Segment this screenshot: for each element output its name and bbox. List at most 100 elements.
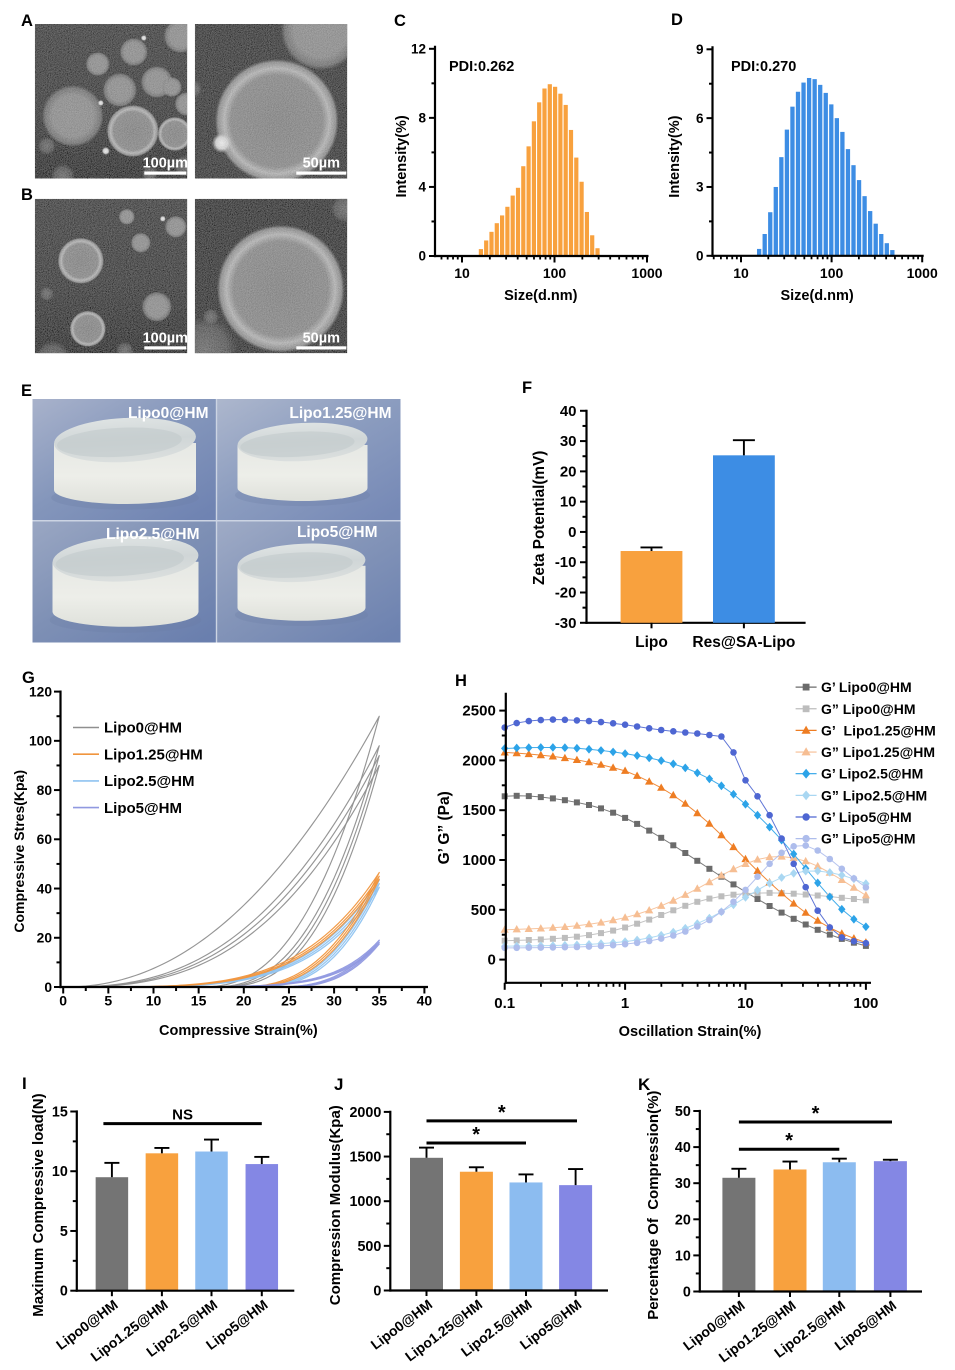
svg-text:*: * (472, 1124, 480, 1146)
svg-text:8: 8 (418, 111, 426, 126)
svg-text:50µm: 50µm (303, 156, 340, 172)
svg-text:G” Lipo0@HM: G” Lipo0@HM (821, 701, 916, 717)
svg-text:G’ Lipo1.25@HM: G’ Lipo1.25@HM (821, 722, 936, 738)
svg-text:10: 10 (737, 995, 754, 1012)
svg-text:Lipo2.5@HM: Lipo2.5@HM (106, 526, 199, 543)
svg-text:0: 0 (487, 952, 495, 969)
svg-text:PDI:0.270: PDI:0.270 (731, 59, 796, 75)
svg-text:40: 40 (560, 403, 577, 420)
svg-text:0: 0 (568, 524, 576, 541)
svg-text:20: 20 (236, 993, 252, 1009)
svg-text:C: C (394, 12, 406, 30)
svg-text:G’ Lipo0@HM: G’ Lipo0@HM (821, 679, 912, 695)
svg-text:15: 15 (191, 993, 207, 1009)
svg-text:G’ G” (Pa): G’ G” (Pa) (436, 791, 453, 864)
svg-text:3: 3 (696, 180, 704, 195)
svg-text:Intensity(%): Intensity(%) (667, 115, 683, 197)
svg-text:Size(d.nm): Size(d.nm) (780, 288, 853, 304)
svg-text:30: 30 (675, 1176, 691, 1192)
svg-text:50: 50 (675, 1104, 691, 1120)
svg-text:1000: 1000 (462, 852, 495, 869)
svg-text:Lipo5@HM: Lipo5@HM (104, 800, 182, 817)
svg-text:Lipo1.25@HM: Lipo1.25@HM (289, 405, 391, 422)
svg-text:1000: 1000 (631, 265, 662, 281)
svg-text:Lipo5@HM: Lipo5@HM (297, 524, 378, 541)
svg-text:5: 5 (104, 993, 112, 1009)
svg-text:0: 0 (696, 249, 704, 264)
svg-text:G” Lipo1.25@HM: G” Lipo1.25@HM (821, 744, 935, 760)
svg-text:K: K (638, 1075, 651, 1094)
svg-text:Lipo0@HM: Lipo0@HM (104, 720, 182, 737)
svg-text:60: 60 (37, 832, 53, 847)
svg-text:2000: 2000 (349, 1105, 381, 1121)
svg-text:10: 10 (454, 265, 470, 281)
svg-text:F: F (522, 379, 532, 397)
svg-text:0.1: 0.1 (494, 995, 515, 1012)
svg-text:1000: 1000 (349, 1194, 381, 1210)
svg-text:Lipo: Lipo (635, 634, 668, 651)
svg-text:Maximum Compressive load(N): Maximum Compressive load(N) (30, 1093, 47, 1316)
svg-text:80: 80 (37, 783, 53, 798)
svg-text:G’ Lipo5@HM: G’ Lipo5@HM (821, 809, 912, 825)
svg-text:-30: -30 (555, 615, 577, 632)
svg-text:35: 35 (371, 993, 387, 1009)
svg-text:J: J (334, 1075, 343, 1094)
svg-text:0: 0 (373, 1284, 381, 1300)
svg-text:1500: 1500 (349, 1150, 381, 1166)
svg-text:Lipo0@HM: Lipo0@HM (128, 405, 209, 422)
svg-text:50µm: 50µm (303, 330, 340, 346)
svg-text:100µm: 100µm (143, 156, 188, 172)
svg-text:100: 100 (820, 265, 844, 281)
svg-text:E: E (21, 382, 32, 400)
svg-text:40: 40 (417, 993, 433, 1009)
svg-text:Compressive Strain(%): Compressive Strain(%) (159, 1023, 318, 1039)
svg-text:2000: 2000 (462, 752, 495, 769)
svg-text:-10: -10 (555, 554, 577, 571)
svg-text:1: 1 (621, 995, 629, 1012)
svg-text:40: 40 (675, 1140, 691, 1156)
svg-text:4: 4 (418, 180, 426, 195)
svg-text:*: * (498, 1102, 506, 1124)
svg-text:*: * (785, 1130, 793, 1152)
svg-text:10: 10 (675, 1248, 691, 1264)
svg-text:NS: NS (172, 1107, 193, 1124)
svg-text:100: 100 (543, 265, 567, 281)
svg-text:Lipo1.25@HM: Lipo1.25@HM (104, 746, 203, 763)
svg-text:G’ Lipo2.5@HM: G’ Lipo2.5@HM (821, 766, 923, 782)
svg-text:30: 30 (560, 433, 577, 450)
svg-text:Compressive Stres(Kpa): Compressive Stres(Kpa) (11, 770, 27, 933)
svg-text:D: D (671, 11, 683, 29)
svg-text:10: 10 (733, 265, 749, 281)
svg-text:PDI:0.262: PDI:0.262 (449, 59, 514, 75)
svg-text:Compression Modulus(Kpa): Compression Modulus(Kpa) (327, 1105, 344, 1305)
svg-text:100: 100 (853, 995, 878, 1012)
svg-text:*: * (812, 1103, 820, 1125)
svg-text:Size(d.nm): Size(d.nm) (504, 288, 577, 304)
svg-text:10: 10 (560, 494, 577, 511)
svg-text:9: 9 (696, 42, 704, 57)
svg-text:6: 6 (696, 111, 704, 126)
svg-text:100µm: 100µm (143, 330, 188, 346)
svg-text:30: 30 (326, 993, 342, 1009)
svg-text:H: H (455, 672, 467, 690)
svg-text:20: 20 (560, 463, 577, 480)
svg-text:15: 15 (52, 1105, 68, 1121)
svg-text:G: G (22, 669, 35, 687)
svg-text:2500: 2500 (462, 703, 495, 720)
svg-text:Lipo2.5@HM: Lipo2.5@HM (104, 773, 194, 790)
svg-text:0: 0 (44, 980, 52, 995)
svg-text:Percentage Of Compression(%): Percentage Of Compression(%) (645, 1091, 662, 1320)
svg-text:Zeta Potential(mV): Zeta Potential(mV) (531, 451, 548, 585)
svg-text:10: 10 (52, 1164, 68, 1180)
svg-text:20: 20 (675, 1212, 691, 1228)
svg-text:-20: -20 (555, 585, 577, 602)
svg-text:120: 120 (29, 684, 52, 699)
svg-text:Intensity(%): Intensity(%) (394, 115, 410, 197)
svg-text:100: 100 (29, 734, 52, 749)
svg-text:0: 0 (683, 1285, 691, 1301)
svg-text:500: 500 (357, 1239, 381, 1255)
svg-text:25: 25 (281, 993, 297, 1009)
svg-text:1000: 1000 (907, 265, 938, 281)
svg-text:0: 0 (59, 993, 67, 1009)
svg-text:A: A (21, 12, 33, 30)
